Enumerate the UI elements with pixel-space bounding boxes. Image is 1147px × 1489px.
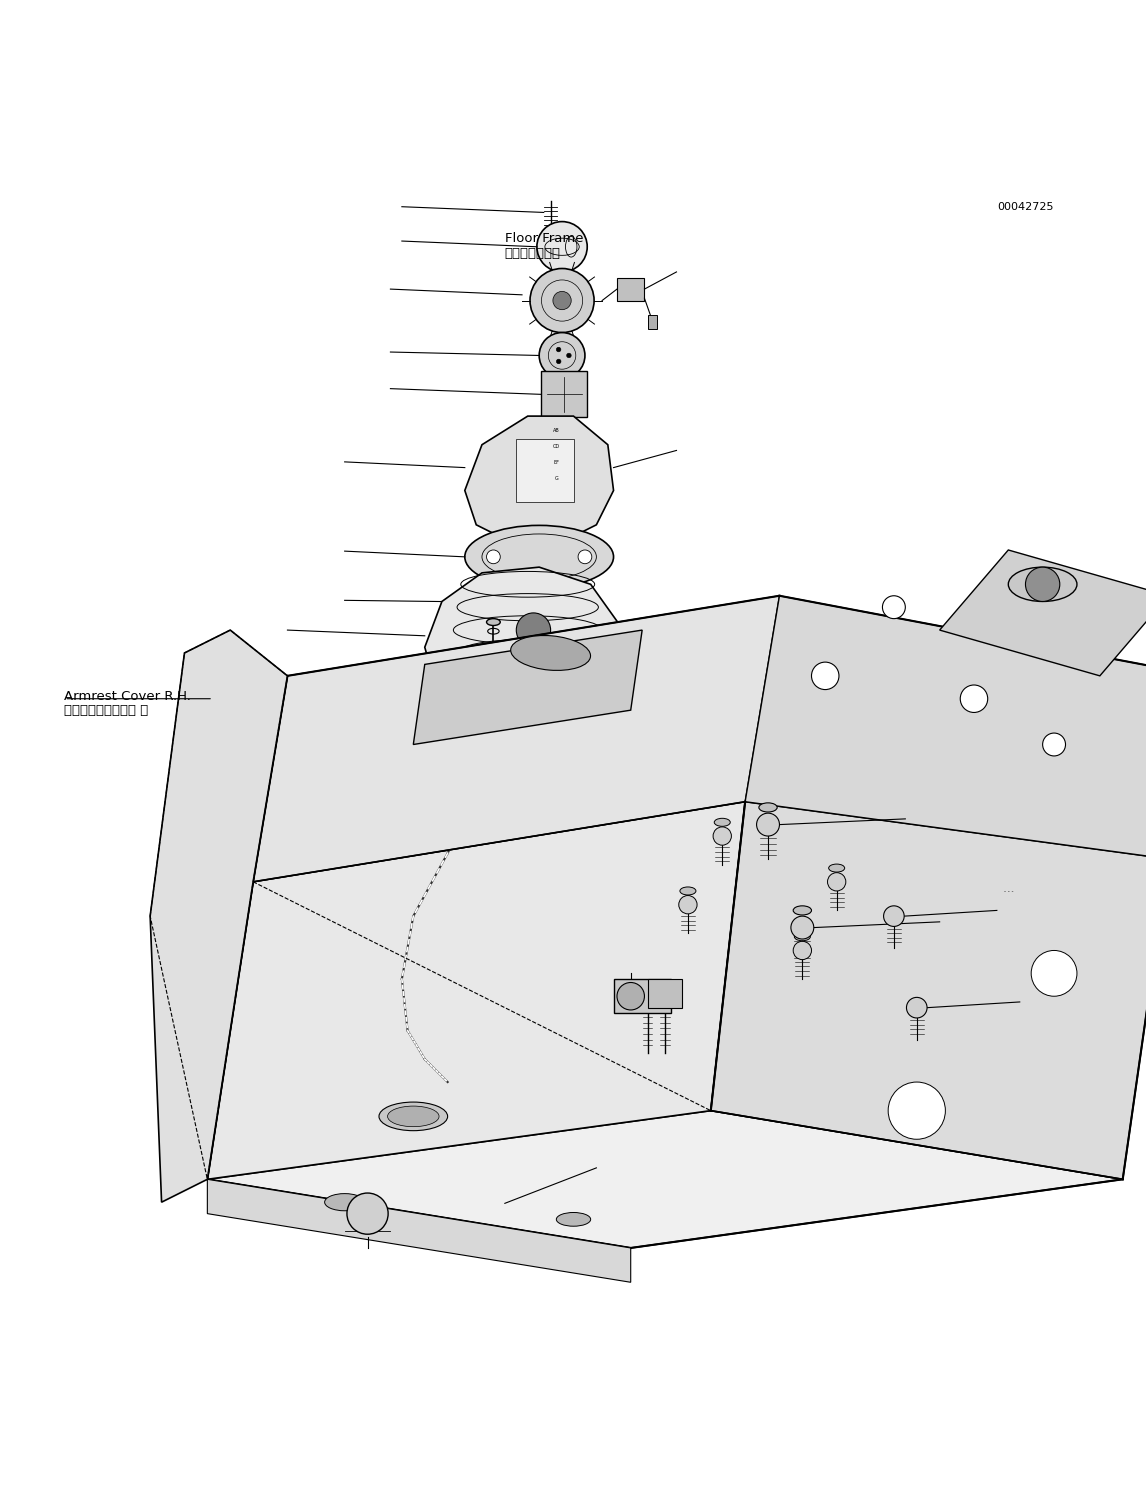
Ellipse shape — [465, 526, 614, 588]
Circle shape — [1025, 567, 1060, 602]
Ellipse shape — [828, 864, 844, 873]
Text: アームレストカバー 右: アームレストカバー 右 — [64, 704, 149, 718]
Polygon shape — [424, 567, 619, 704]
Ellipse shape — [379, 1102, 447, 1130]
Polygon shape — [711, 801, 1147, 1179]
Bar — [468, 667, 525, 707]
Circle shape — [757, 813, 780, 835]
Circle shape — [530, 268, 594, 332]
Ellipse shape — [1008, 567, 1077, 602]
Bar — [648, 316, 657, 329]
Polygon shape — [746, 596, 1147, 859]
Text: - - -: - - - — [1004, 889, 1013, 895]
Text: 00042725: 00042725 — [998, 203, 1054, 213]
Circle shape — [539, 332, 585, 378]
Bar — [530, 676, 564, 698]
Ellipse shape — [680, 887, 696, 895]
Circle shape — [827, 873, 845, 890]
Polygon shape — [465, 415, 614, 542]
Polygon shape — [208, 801, 746, 1179]
Ellipse shape — [795, 932, 810, 941]
Circle shape — [882, 596, 905, 618]
Circle shape — [486, 549, 500, 564]
Circle shape — [556, 359, 561, 363]
Text: G: G — [554, 475, 559, 481]
Circle shape — [516, 613, 551, 648]
Circle shape — [553, 292, 571, 310]
Polygon shape — [208, 1111, 1123, 1248]
Ellipse shape — [556, 1212, 591, 1227]
Circle shape — [533, 606, 545, 618]
Polygon shape — [413, 630, 642, 744]
Bar — [516, 439, 574, 502]
Polygon shape — [208, 1179, 631, 1282]
Circle shape — [888, 1083, 945, 1139]
Ellipse shape — [486, 618, 500, 625]
Ellipse shape — [388, 1106, 439, 1127]
Text: EF: EF — [553, 460, 560, 465]
Circle shape — [713, 826, 732, 846]
Text: Armrest Cover R.H.: Armrest Cover R.H. — [64, 689, 192, 703]
Circle shape — [679, 895, 697, 914]
Circle shape — [346, 1193, 388, 1234]
Text: CD: CD — [553, 444, 560, 448]
Bar — [617, 277, 645, 301]
Circle shape — [556, 347, 561, 351]
Circle shape — [537, 222, 587, 272]
Circle shape — [794, 941, 811, 959]
Circle shape — [883, 905, 904, 926]
Bar — [614, 980, 671, 1014]
Polygon shape — [150, 630, 288, 1202]
Polygon shape — [939, 549, 1147, 676]
Circle shape — [567, 353, 571, 357]
Ellipse shape — [325, 1194, 365, 1211]
Circle shape — [557, 433, 571, 447]
Ellipse shape — [510, 636, 591, 670]
Polygon shape — [253, 596, 780, 881]
Circle shape — [791, 916, 813, 940]
Circle shape — [906, 998, 927, 1018]
Circle shape — [617, 983, 645, 1010]
Text: Floor Frame: Floor Frame — [505, 232, 584, 244]
Circle shape — [578, 549, 592, 564]
Ellipse shape — [715, 819, 731, 826]
Circle shape — [960, 685, 988, 712]
Text: AB: AB — [553, 427, 560, 432]
Bar — [648, 980, 682, 1008]
Ellipse shape — [759, 803, 778, 812]
Circle shape — [811, 663, 838, 689]
Ellipse shape — [794, 905, 811, 914]
Circle shape — [1031, 950, 1077, 996]
Text: フロアフレーム: フロアフレーム — [505, 247, 561, 259]
Circle shape — [1043, 733, 1066, 756]
Bar — [541, 371, 587, 417]
